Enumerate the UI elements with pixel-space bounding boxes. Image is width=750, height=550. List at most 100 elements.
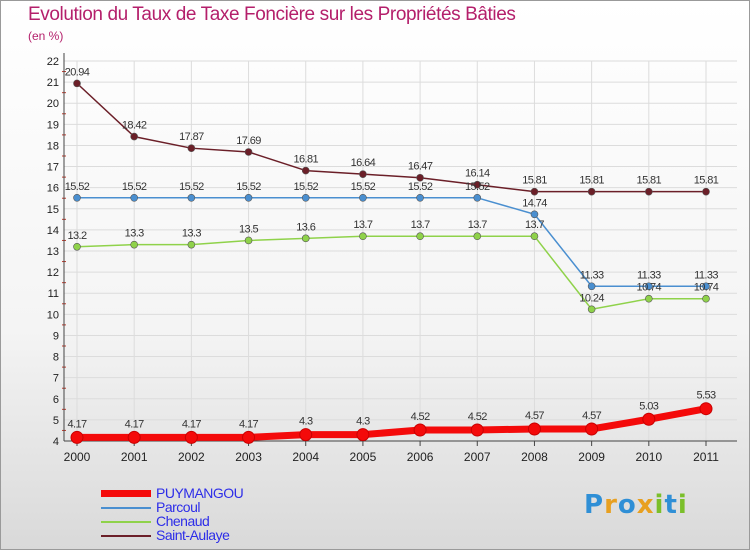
data-label: 4.17 — [67, 418, 86, 430]
data-label: 13.5 — [239, 223, 258, 235]
data-label: 15.52 — [65, 181, 90, 193]
y-tick-label: 8 — [53, 352, 59, 364]
data-point — [416, 173, 424, 182]
data-label: 4.3 — [299, 416, 313, 428]
logo-letter: P — [584, 490, 605, 520]
legend-label: Chenaud — [156, 513, 210, 529]
data-point — [301, 194, 310, 202]
data-point — [130, 194, 138, 202]
series-line — [76, 82, 707, 193]
data-point — [702, 294, 710, 303]
data-label: 13.3 — [125, 228, 144, 240]
data-label: 20.94 — [65, 66, 90, 78]
data-label: 15.52 — [293, 181, 318, 193]
x-tick-label: 2007 — [464, 450, 491, 464]
data-point — [127, 430, 141, 444]
proxiti-logo: Proxiti — [584, 490, 688, 520]
x-tick-label: 2009 — [578, 450, 605, 464]
legend-swatch — [101, 490, 151, 497]
data-label: 11.33 — [694, 269, 718, 281]
x-tick-label: 2011 — [693, 450, 719, 464]
data-point — [73, 242, 81, 251]
data-label: 4.52 — [468, 411, 487, 423]
y-tick-label: 6 — [53, 394, 59, 406]
data-label: 16.14 — [465, 168, 490, 180]
data-point — [359, 170, 367, 178]
legend-swatch — [101, 535, 151, 537]
logo-letter: x — [636, 490, 655, 520]
data-point — [301, 166, 310, 175]
data-label: 15.52 — [465, 181, 490, 193]
data-label: 5.03 — [639, 400, 658, 412]
y-tick-label: 21 — [47, 77, 59, 89]
logo-letter: i — [677, 490, 688, 520]
x-tick-label: 2003 — [235, 450, 262, 464]
x-tick-label: 2010 — [635, 450, 662, 464]
data-point — [527, 422, 541, 436]
y-tick-label: 14 — [47, 225, 59, 237]
data-point — [642, 412, 656, 426]
data-point — [130, 132, 138, 141]
y-tick-label: 17 — [47, 162, 59, 174]
logo-letter: t — [664, 490, 678, 520]
data-label: 15.81 — [579, 175, 604, 187]
y-tick-label: 9 — [53, 330, 59, 342]
series-line — [73, 405, 710, 441]
data-point — [73, 194, 81, 202]
data-label: 15.81 — [637, 175, 662, 187]
data-label: 16.47 — [408, 161, 433, 173]
data-label: 15.52 — [408, 181, 433, 193]
legend-label: Saint-Aulaye — [156, 527, 230, 543]
logo-letter: i — [654, 490, 665, 520]
data-label: 10.74 — [694, 282, 719, 294]
data-label: 11.33 — [580, 269, 604, 281]
data-point — [587, 282, 596, 291]
series-line — [76, 235, 707, 311]
data-point — [699, 402, 713, 416]
y-axis-unit: (en %) — [28, 29, 64, 43]
data-label: 4.17 — [182, 418, 201, 430]
data-point — [244, 236, 253, 245]
data-point — [530, 210, 539, 219]
data-label: 10.24 — [579, 292, 604, 304]
data-label: 10.74 — [637, 282, 662, 294]
data-label: 13.7 — [525, 219, 544, 231]
data-label: 5.53 — [696, 390, 715, 402]
x-tick-label: 2008 — [521, 450, 548, 464]
data-label: 4.57 — [525, 410, 544, 422]
y-tick-label: 13 — [47, 246, 59, 258]
legend-label: Parcoul — [156, 499, 200, 515]
y-tick-label: 12 — [47, 267, 59, 279]
y-tick-label: 5 — [53, 415, 59, 427]
data-label: 14.74 — [522, 197, 547, 209]
data-label: 4.57 — [582, 410, 601, 422]
y-tick-label: 4 — [53, 436, 59, 448]
data-point — [359, 194, 367, 202]
data-point — [244, 194, 253, 202]
data-label: 15.52 — [351, 181, 376, 193]
series-line — [76, 197, 707, 288]
data-point — [645, 187, 653, 196]
data-label: 15.52 — [122, 181, 147, 193]
data-point — [70, 430, 84, 444]
data-point — [130, 240, 138, 249]
data-point — [645, 294, 653, 303]
data-label: 18.42 — [122, 120, 147, 132]
data-label: 16.81 — [293, 154, 318, 166]
x-tick-label: 2006 — [407, 450, 434, 464]
y-tick-label: 15 — [47, 204, 59, 216]
data-label: 13.2 — [67, 230, 86, 242]
data-point — [416, 232, 424, 241]
data-label: 13.6 — [296, 221, 315, 233]
data-point — [413, 423, 427, 437]
data-point — [187, 194, 196, 202]
data-point — [187, 240, 196, 249]
data-label: 4.17 — [125, 418, 144, 430]
data-point — [244, 148, 253, 156]
data-label: 4.17 — [239, 418, 258, 430]
data-point — [359, 232, 367, 241]
data-label: 13.7 — [468, 219, 487, 231]
data-label: 17.87 — [179, 131, 204, 143]
